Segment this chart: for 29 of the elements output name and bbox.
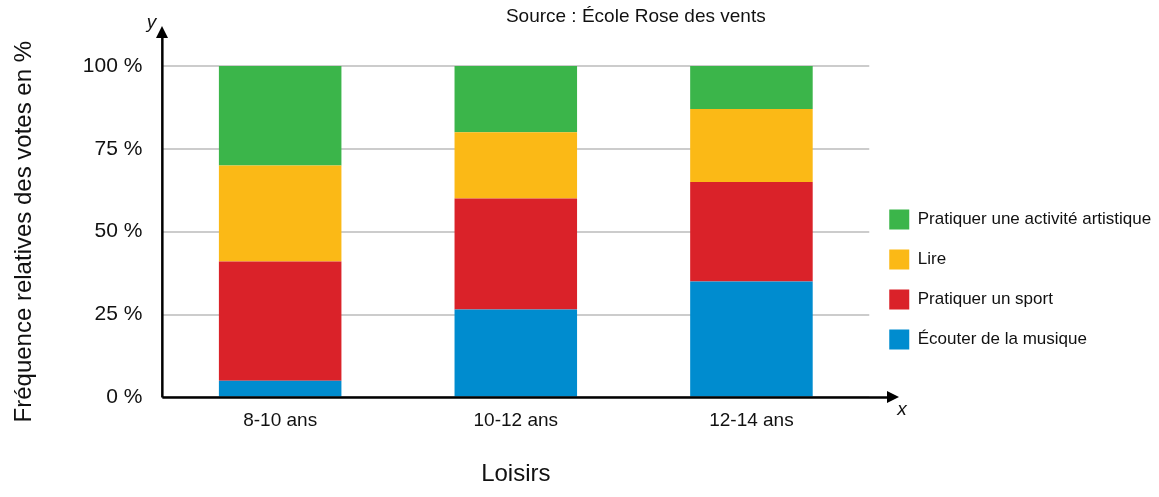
bar [218, 165, 342, 262]
y-tick-label: 75 % [94, 135, 143, 159]
legend-label: Pratiquer une activité artistique [917, 209, 1152, 229]
text: y [144, 11, 158, 32]
bar [454, 132, 578, 199]
y-tick-label: 0 % [106, 384, 143, 408]
bar [218, 66, 342, 166]
y-tick-label: 50 % [94, 218, 143, 242]
y-axis-title: Fréquence relatives des votes en % [9, 40, 37, 423]
x-tick-label: 12-14 ans [709, 409, 794, 431]
source-note: Source : École Rose des vents [505, 5, 766, 26]
x-axis-title: Loisirs [481, 459, 551, 487]
bar [690, 281, 813, 397]
bar [690, 181, 813, 282]
bar [218, 380, 342, 397]
bar [454, 198, 578, 310]
x-tick-label: 8-10 ans [243, 409, 318, 431]
y-tick-label: 25 % [94, 301, 143, 325]
bar [454, 309, 578, 397]
bar [454, 66, 578, 133]
text: x [896, 398, 909, 420]
legend-label: Écouter de la musique [917, 329, 1087, 349]
x-tick-label: 10-12 ans [473, 409, 559, 431]
bar [218, 261, 342, 381]
legend-label: Lire [917, 249, 947, 269]
y-tick-label: 100 % [82, 52, 143, 76]
bar [690, 109, 813, 182]
legend-label: Pratiquer un sport [917, 289, 1054, 309]
bar [690, 66, 813, 110]
